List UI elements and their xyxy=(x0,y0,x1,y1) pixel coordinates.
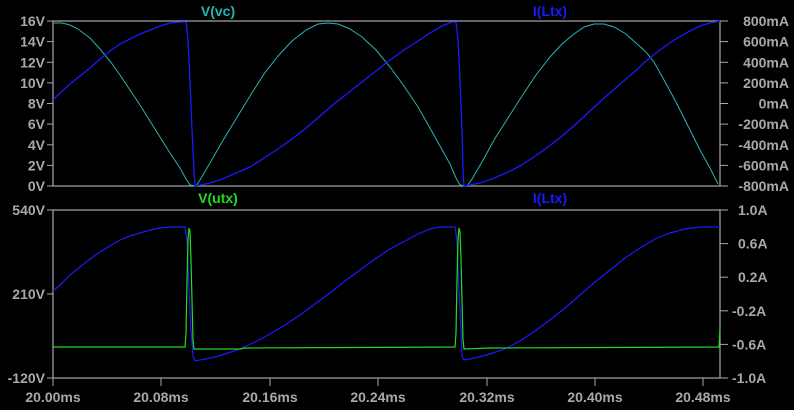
x-axis: 20.00ms 20.08ms 20.16ms 20.24ms 20.32ms … xyxy=(25,378,731,405)
x-tick-label: 20.24ms xyxy=(350,389,405,405)
trace-v-utx xyxy=(53,227,721,350)
y2-tick-label: -0.2A xyxy=(732,303,766,319)
y2-tick-label: -200mA xyxy=(738,116,789,132)
trace-label-i-ltx-bottom[interactable]: I(Ltx) xyxy=(533,190,567,206)
y-tick-label: 12V xyxy=(20,54,46,70)
top-right-axis: 800mA 600mA 400mA 200mA 0mA -200mA -400m… xyxy=(738,13,789,194)
y-tick-label: -120V xyxy=(8,370,46,386)
x-tick-label: 20.48ms xyxy=(675,389,730,405)
y2-tick-label: -1.0A xyxy=(732,370,766,386)
y-tick-label: 10V xyxy=(20,75,46,91)
y2-tick-label: 400mA xyxy=(743,54,789,70)
y-tick-label: 0V xyxy=(28,178,46,194)
y2-tick-label: 1.0A xyxy=(738,202,768,218)
x-tick-label: 20.00ms xyxy=(25,389,80,405)
y-tick-label: 210V xyxy=(12,286,45,302)
x-tick-label: 20.32ms xyxy=(459,389,514,405)
trace-v-vc xyxy=(53,22,719,187)
x-tick-label: 20.08ms xyxy=(133,389,188,405)
trace-i-ltx-bottom xyxy=(52,226,720,362)
y2-tick-label: -0.6A xyxy=(732,336,766,352)
trace-label-v-utx[interactable]: V(utx) xyxy=(198,190,238,206)
x-tick-label: 20.16ms xyxy=(242,389,297,405)
trace-label-v-vc[interactable]: V(vc) xyxy=(201,3,235,19)
y2-tick-label: 0.6A xyxy=(738,236,768,252)
y-tick-label: 4V xyxy=(28,137,46,153)
y2-tick-label: 0.2A xyxy=(738,269,768,285)
y-tick-label: 540V xyxy=(12,202,45,218)
y2-tick-label: 0mA xyxy=(759,96,789,112)
x-tick-label: 20.40ms xyxy=(567,389,622,405)
y2-tick-label: 200mA xyxy=(743,75,789,91)
y2-tick-label: 800mA xyxy=(743,13,789,29)
y-tick-label: 2V xyxy=(28,157,46,173)
bottom-left-axis: 540V 210V -120V xyxy=(8,202,46,386)
trace-label-i-ltx[interactable]: I(Ltx) xyxy=(533,3,567,19)
top-left-axis: 16V 14V 12V 10V 8V 6V 4V 2V 0V xyxy=(20,13,46,194)
y-tick-label: 14V xyxy=(20,34,46,50)
top-plot-frame xyxy=(52,20,721,187)
top-pane[interactable]: 16V 14V 12V 10V 8V 6V 4V 2V 0V 800mA 600… xyxy=(20,3,789,194)
y2-tick-label: -800mA xyxy=(738,178,789,194)
y2-tick-label: 600mA xyxy=(743,34,789,50)
y-tick-label: 6V xyxy=(28,116,46,132)
y-tick-label: 8V xyxy=(28,96,46,112)
bottom-right-axis: 1.0A 0.6A 0.2A -0.2A -0.6A -1.0A xyxy=(732,202,768,386)
bottom-pane[interactable]: 540V 210V -120V 1.0A 0.6A 0.2A -0.2A -0.… xyxy=(8,190,768,386)
trace-i-ltx-top xyxy=(52,20,721,187)
bottom-plot-frame xyxy=(52,209,721,379)
y-tick-label: 16V xyxy=(20,13,46,29)
y2-tick-label: -400mA xyxy=(738,137,789,153)
y2-tick-label: -600mA xyxy=(738,157,789,173)
